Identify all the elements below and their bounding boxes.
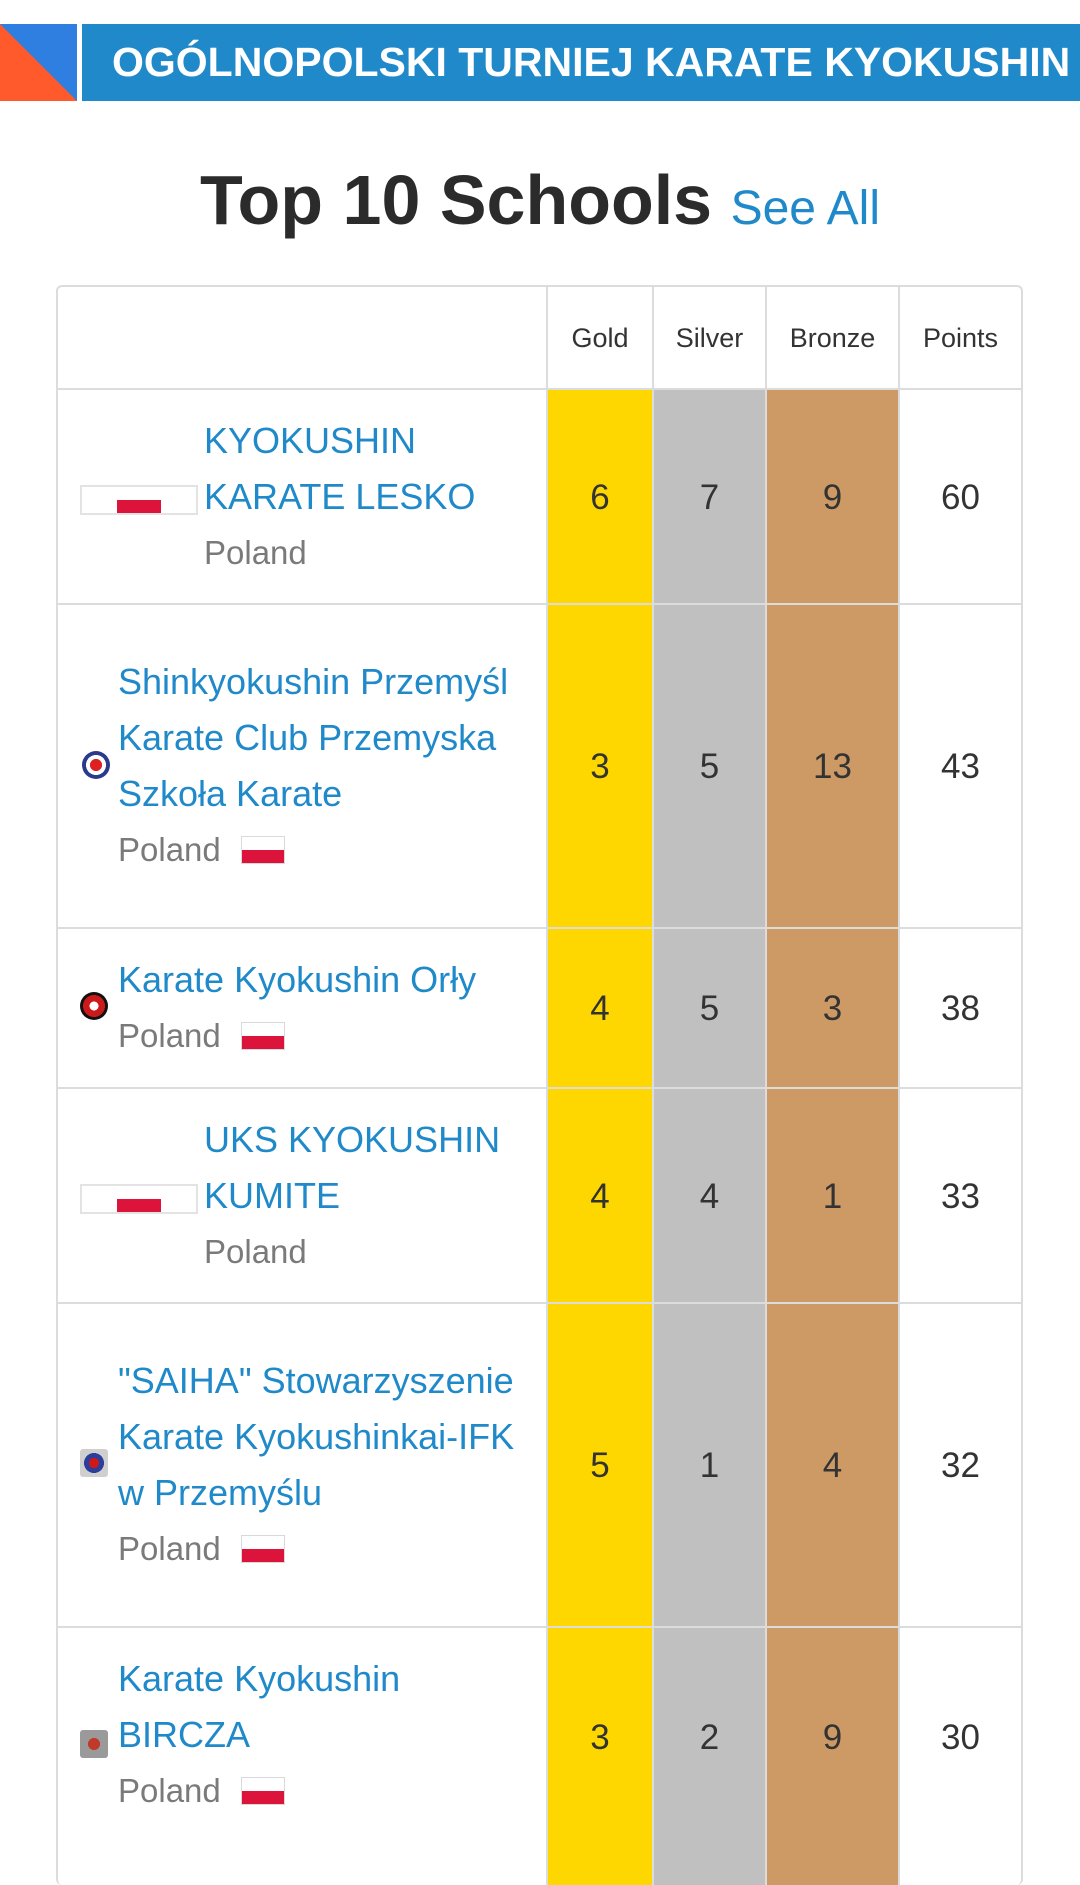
column-divider xyxy=(546,287,548,1885)
table-row[interactable]: UKS KYOKUSHIN KUMITE Poland 4 4 1 33 xyxy=(58,1089,1021,1302)
poland-flag-icon xyxy=(80,485,198,515)
points-value: 43 xyxy=(941,747,980,786)
bronze-count: 13 xyxy=(813,747,852,786)
header-silver[interactable]: Silver xyxy=(675,323,744,353)
school-name-link[interactable]: UKS KYOKUSHIN KUMITE xyxy=(204,1118,501,1216)
table-row[interactable]: KYOKUSHIN KARATE LESKO Poland 6 7 9 60 xyxy=(58,390,1021,603)
club-logo-icon xyxy=(80,1730,108,1758)
gold-count: 4 xyxy=(590,989,610,1028)
points-value: 30 xyxy=(941,1718,980,1757)
tournament-title: OGÓLNOPOLSKI TURNIEJ KARATE KYOKUSHIN xyxy=(112,39,1071,85)
bronze-count: 9 xyxy=(822,478,843,517)
row-divider xyxy=(58,1087,1021,1089)
school-country: Poland xyxy=(204,1232,307,1270)
row-divider xyxy=(58,1302,1021,1304)
school-name-link[interactable]: "SAIHA" Stowarzyszenie Karate Kyokushink… xyxy=(118,1360,515,1513)
table-row[interactable]: Karate Kyokushin Orły Poland 4 5 3 38 xyxy=(58,929,1021,1087)
school-country: Poland xyxy=(118,1763,538,1819)
row-divider xyxy=(58,1626,1021,1628)
school-country: Poland xyxy=(118,1521,538,1577)
poland-flag-icon xyxy=(240,1022,285,1050)
poland-flag-icon xyxy=(240,836,285,864)
club-logo-icon xyxy=(80,992,108,1020)
school-name-link[interactable]: KYOKUSHIN KARATE LESKO xyxy=(204,419,476,517)
header-gold[interactable]: Gold xyxy=(571,323,629,353)
poland-flag-icon xyxy=(240,1535,285,1563)
silver-count: 7 xyxy=(699,478,720,517)
column-divider xyxy=(898,287,900,1885)
bronze-column-bg xyxy=(767,389,898,1885)
tournament-logo xyxy=(0,24,77,101)
see-all-link[interactable]: See All xyxy=(730,182,880,235)
silver-column-bg xyxy=(654,389,765,1885)
row-divider xyxy=(58,927,1021,929)
points-value: 60 xyxy=(941,478,980,517)
club-logo-icon xyxy=(82,751,110,779)
silver-count: 5 xyxy=(699,989,720,1028)
table-row[interactable]: Karate Kyokushin BIRCZA Poland 3 2 9 30 xyxy=(58,1628,1021,1841)
poland-flag-icon xyxy=(80,1184,198,1214)
points-value: 32 xyxy=(941,1446,980,1485)
gold-count: 3 xyxy=(590,1718,610,1757)
gold-column-bg xyxy=(548,389,652,1885)
silver-count: 5 xyxy=(699,747,720,786)
bronze-count: 4 xyxy=(822,1446,843,1485)
gold-count: 4 xyxy=(590,1177,610,1216)
school-name-link[interactable]: Karate Kyokushin BIRCZA xyxy=(118,1657,401,1755)
top-schools-table: Gold Silver Bronze Points KYOKUSHIN KARA… xyxy=(56,285,1023,1885)
school-country: Poland xyxy=(118,1008,476,1064)
poland-flag-icon xyxy=(240,1776,285,1805)
school-country: Poland xyxy=(118,822,538,878)
row-divider xyxy=(58,603,1021,605)
school-name-link[interactable]: Karate Kyokushin Orły xyxy=(118,959,477,1000)
tournament-banner[interactable]: OGÓLNOPOLSKI TURNIEJ KARATE KYOKUSHIN xyxy=(82,24,1080,101)
section-title: Top 10 Schools xyxy=(199,161,713,239)
header-bronze[interactable]: Bronze xyxy=(789,323,876,353)
bronze-count: 3 xyxy=(822,989,843,1028)
club-logo-icon xyxy=(80,1449,108,1477)
gold-count: 5 xyxy=(590,1446,610,1485)
school-country: Poland xyxy=(204,533,307,571)
gold-count: 3 xyxy=(590,747,610,786)
bronze-count: 9 xyxy=(822,1718,843,1757)
gold-count: 6 xyxy=(590,478,610,517)
silver-count: 1 xyxy=(699,1446,720,1485)
points-value: 38 xyxy=(941,989,980,1028)
points-value: 33 xyxy=(941,1177,980,1216)
column-divider xyxy=(652,287,654,1885)
row-divider xyxy=(58,388,1021,390)
silver-count: 2 xyxy=(699,1718,720,1757)
table-row[interactable]: "SAIHA" Stowarzyszenie Karate Kyokushink… xyxy=(58,1304,1021,1626)
bronze-count: 1 xyxy=(822,1177,843,1216)
school-name-link[interactable]: Shinkyokushin Przemyśl Karate Club Przem… xyxy=(118,661,509,814)
table-row[interactable]: Shinkyokushin Przemyśl Karate Club Przem… xyxy=(58,605,1021,927)
column-divider xyxy=(765,287,767,1885)
header-points[interactable]: Points xyxy=(922,323,999,353)
section-heading: Top 10 Schools See All xyxy=(0,160,1080,240)
silver-count: 4 xyxy=(699,1177,720,1216)
